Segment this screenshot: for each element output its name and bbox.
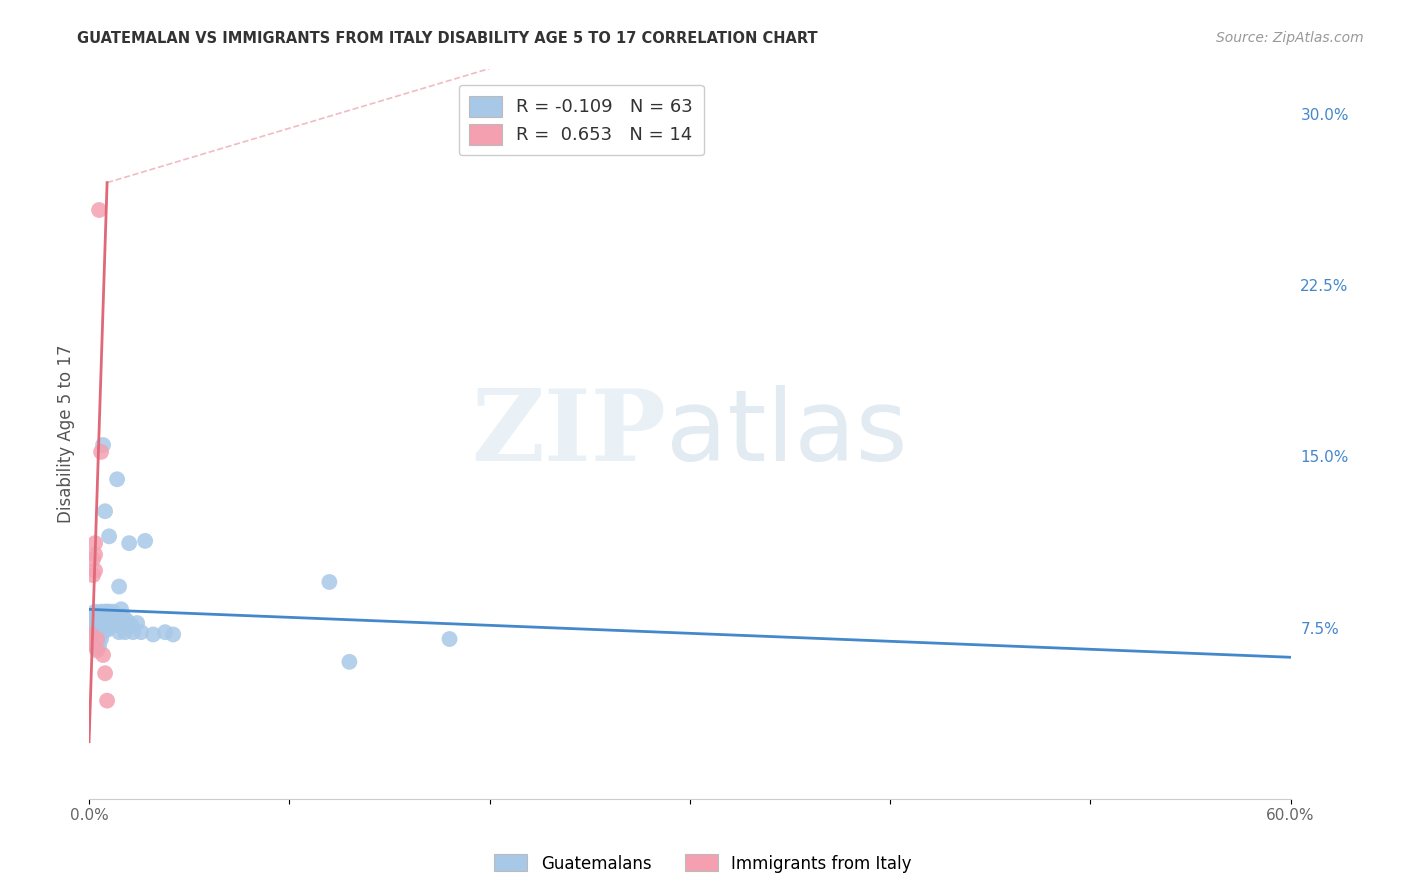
Point bbox=[90, 632, 112, 646]
Point bbox=[104, 609, 127, 624]
Point bbox=[87, 630, 110, 644]
Text: Source: ZipAtlas.com: Source: ZipAtlas.com bbox=[1216, 31, 1364, 45]
Legend: R = -0.109   N = 63, R =  0.653   N = 14: R = -0.109 N = 63, R = 0.653 N = 14 bbox=[458, 85, 704, 155]
Point bbox=[94, 666, 117, 681]
Point bbox=[98, 605, 121, 619]
Point bbox=[84, 536, 107, 550]
Point bbox=[105, 472, 128, 486]
Point bbox=[100, 609, 122, 624]
Point bbox=[86, 614, 108, 628]
Point bbox=[84, 621, 107, 635]
Point bbox=[101, 605, 124, 619]
Point bbox=[87, 611, 110, 625]
Point bbox=[87, 639, 110, 653]
Point bbox=[84, 630, 107, 644]
Point bbox=[98, 614, 121, 628]
Point bbox=[87, 202, 110, 217]
Point bbox=[82, 634, 104, 648]
Point bbox=[94, 623, 117, 637]
Point bbox=[96, 623, 118, 637]
Point bbox=[82, 568, 104, 582]
Point bbox=[90, 605, 112, 619]
Text: GUATEMALAN VS IMMIGRANTS FROM ITALY DISABILITY AGE 5 TO 17 CORRELATION CHART: GUATEMALAN VS IMMIGRANTS FROM ITALY DISA… bbox=[77, 31, 818, 46]
Point bbox=[80, 637, 103, 651]
Point bbox=[122, 625, 145, 640]
Point bbox=[82, 615, 104, 630]
Point bbox=[120, 618, 142, 632]
Point bbox=[339, 655, 361, 669]
Point bbox=[86, 643, 108, 657]
Point bbox=[142, 627, 165, 641]
Point bbox=[82, 625, 104, 640]
Point bbox=[90, 623, 112, 637]
Point bbox=[439, 632, 461, 646]
Point bbox=[86, 641, 108, 656]
Point bbox=[86, 607, 108, 621]
Point bbox=[115, 614, 138, 628]
Point bbox=[84, 611, 107, 625]
Point bbox=[84, 564, 107, 578]
Point bbox=[96, 693, 118, 707]
Point bbox=[91, 438, 114, 452]
Text: ZIP: ZIP bbox=[471, 385, 666, 483]
Point bbox=[127, 615, 149, 630]
Legend: Guatemalans, Immigrants from Italy: Guatemalans, Immigrants from Italy bbox=[488, 847, 918, 880]
Y-axis label: Disability Age 5 to 17: Disability Age 5 to 17 bbox=[58, 344, 75, 523]
Point bbox=[86, 623, 108, 637]
Point bbox=[90, 445, 112, 459]
Point bbox=[318, 574, 340, 589]
Point bbox=[80, 627, 103, 641]
Point bbox=[118, 536, 141, 550]
Point bbox=[84, 605, 107, 619]
Point bbox=[87, 621, 110, 635]
Point bbox=[82, 609, 104, 624]
Point bbox=[112, 609, 135, 624]
Point bbox=[90, 614, 112, 628]
Point bbox=[96, 611, 118, 625]
Point bbox=[101, 615, 124, 630]
Point bbox=[80, 623, 103, 637]
Point bbox=[114, 625, 136, 640]
Text: atlas: atlas bbox=[666, 385, 907, 483]
Point bbox=[134, 533, 156, 548]
Point bbox=[100, 615, 122, 630]
Point bbox=[80, 632, 103, 646]
Point bbox=[86, 632, 108, 646]
Point bbox=[94, 504, 117, 518]
Point bbox=[94, 605, 117, 619]
Point bbox=[129, 625, 152, 640]
Point bbox=[84, 548, 107, 562]
Point bbox=[86, 632, 108, 646]
Point bbox=[98, 529, 121, 543]
Point bbox=[80, 614, 103, 628]
Point bbox=[108, 580, 131, 594]
Point bbox=[82, 552, 104, 566]
Point bbox=[91, 618, 114, 632]
Point bbox=[84, 639, 107, 653]
Point bbox=[162, 627, 184, 641]
Point bbox=[96, 605, 118, 619]
Point bbox=[91, 609, 114, 624]
Point bbox=[104, 618, 127, 632]
Point bbox=[94, 614, 117, 628]
Point bbox=[108, 625, 131, 640]
Point bbox=[91, 648, 114, 662]
Point bbox=[153, 625, 176, 640]
Point bbox=[110, 602, 132, 616]
